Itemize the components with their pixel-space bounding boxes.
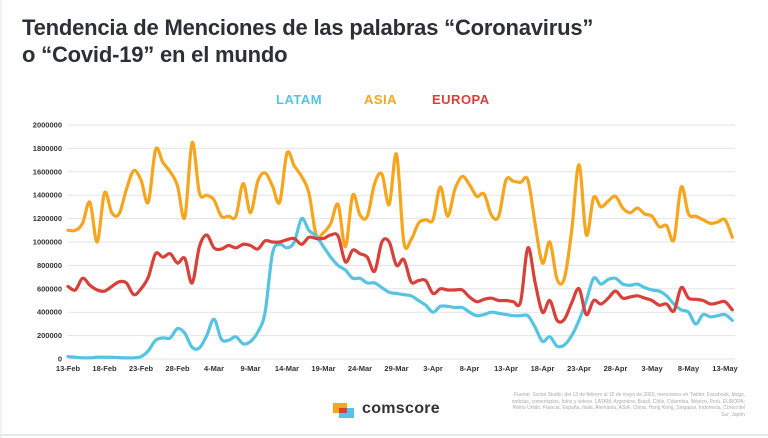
y-tick-label: 200000 — [37, 331, 62, 340]
series-line-asia — [66, 140, 734, 286]
x-tick-label: 13-Apr — [494, 364, 518, 373]
x-tick-label: 19-Mar — [311, 364, 335, 373]
x-tick-label: 8-Apr — [460, 364, 480, 373]
x-tick-label: 23-Apr — [567, 364, 591, 373]
x-tick-label: 18-Apr — [531, 364, 555, 373]
bottom-divider — [0, 434, 768, 436]
title-line-2: o “Covid-19” en el mundo — [22, 42, 288, 67]
y-tick-label: 1000000 — [33, 238, 62, 247]
y-tick-label: 800000 — [37, 261, 62, 270]
y-tick-label: 0 — [58, 355, 62, 364]
brand-name: comscore — [362, 400, 440, 417]
series-line-europa — [66, 232, 734, 324]
x-tick-label: 28-Apr — [604, 364, 628, 373]
x-tick-label: 28-Feb — [165, 364, 190, 373]
left-border — [0, 0, 2, 438]
x-tick-label: 29-Mar — [384, 364, 408, 373]
y-tick-label: 1400000 — [33, 191, 62, 200]
y-tick-label: 2000000 — [33, 121, 62, 130]
x-tick-label: 23-Feb — [129, 364, 154, 373]
x-tick-label: 9-Mar — [240, 364, 260, 373]
x-tick-label: 4-Mar — [204, 364, 224, 373]
y-tick-label: 600000 — [37, 284, 62, 293]
legend-europa: EUROPA — [432, 92, 490, 107]
y-tick-label: 1800000 — [33, 144, 62, 153]
x-tick-label: 3-Apr — [423, 364, 443, 373]
legend-latam: LATAM — [276, 92, 323, 107]
source-note: Fuente: Social Studio, del 13 de febrero… — [511, 392, 745, 418]
x-tick-label: 14-Mar — [275, 364, 299, 373]
y-tick-label: 400000 — [37, 308, 62, 317]
y-tick-label: 1600000 — [33, 167, 62, 176]
chart-title: Tendencia de Menciones de las palabras “… — [22, 14, 593, 68]
series-line-latam — [66, 216, 734, 360]
legend-asia: ASIA — [364, 92, 398, 107]
x-tick-label: 8-May — [678, 364, 700, 373]
y-tick-label: 1200000 — [33, 214, 62, 223]
x-tick-label: 18-Feb — [92, 364, 117, 373]
title-line-1: Tendencia de Menciones de las palabras “… — [22, 15, 594, 40]
x-tick-label: 13-Feb — [56, 364, 81, 373]
x-tick-label: 13-May — [712, 364, 738, 373]
x-tick-label: 24-Mar — [348, 364, 372, 373]
x-tick-label: 3-May — [641, 364, 663, 373]
comscore-logo-icon — [333, 403, 354, 418]
